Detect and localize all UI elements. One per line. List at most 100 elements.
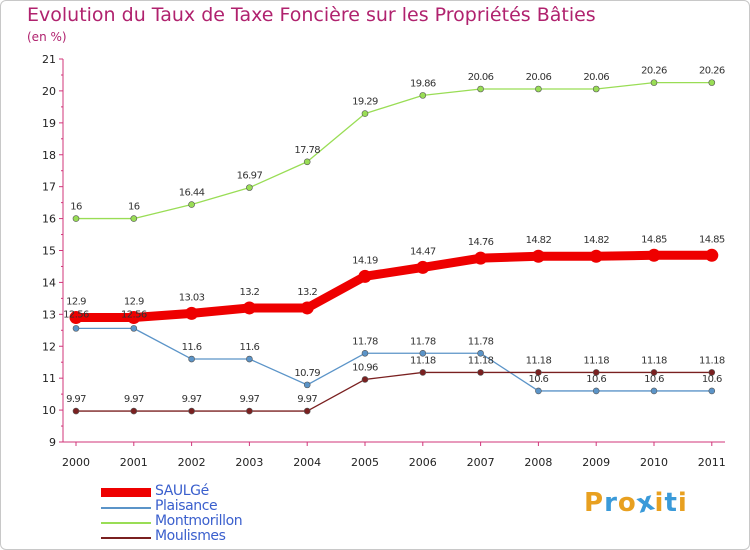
y-tick-label: 21 [42,53,56,66]
data-label-montmorillon: 20.06 [468,72,494,83]
data-label-saulgé: 13.2 [297,287,317,298]
data-label-moulismes: 11.18 [410,355,436,366]
x-tick-label: 2011 [698,456,726,469]
data-label-plaisance: 10.6 [586,374,606,385]
data-label-moulismes: 9.97 [239,394,259,405]
chart-subtitle: (en %) [27,30,67,44]
data-point-plaisance [72,325,80,332]
series-line-montmorillon [75,81,713,220]
legend-label-montmorillon: Montmorillon [155,513,243,529]
data-label-moulismes: 11.18 [583,355,609,366]
data-point-saulgé [647,248,661,262]
data-label-plaisance: 11.78 [410,336,436,347]
y-tick-label: 13 [42,308,56,321]
y-tick-label: 19 [42,117,56,130]
x-tick-label: 2002 [178,456,206,469]
data-label-montmorillon: 20.06 [583,72,609,83]
data-point-moulismes [188,407,195,415]
legend-swatch-saulge [101,488,151,497]
legend-swatch-montmorillon [101,522,151,524]
logo-letter: r [604,488,618,518]
y-tick-label: 15 [42,245,56,258]
data-label-plaisance: 11.6 [239,342,259,353]
data-label-montmorillon: 20.26 [641,66,667,77]
data-point-moulismes [477,369,484,376]
x-tick-label: 2004 [293,456,321,469]
data-point-saulgé [242,301,256,315]
data-point-moulismes [592,369,600,376]
data-label-montmorillon: 19.86 [410,78,436,89]
data-label-moulismes: 11.18 [468,355,494,366]
data-label-montmorillon: 20.06 [526,72,552,83]
data-point-montmorillon [303,158,311,166]
legend-label-moulismes: Moulismes [155,528,226,544]
data-label-montmorillon: 19.29 [352,97,378,108]
data-label-plaisance: 11.78 [352,336,378,347]
data-label-moulismes: 11.18 [699,355,725,366]
data-label-moulismes: 9.97 [66,394,86,405]
data-point-plaisance [188,355,195,363]
data-point-saulgé [531,249,545,263]
series-line-plaisance [75,327,713,392]
data-point-plaisance [361,349,369,357]
legend-swatch-plaisance [101,507,151,509]
data-point-moulismes [361,376,369,383]
data-label-plaisance: 12.56 [63,309,89,320]
y-tick-label: 20 [42,85,56,98]
y-tick-label: 16 [42,213,56,226]
data-point-plaisance [650,387,658,395]
data-point-plaisance [535,387,542,395]
data-point-plaisance [246,355,253,363]
y-tick-label: 10 [42,404,56,417]
data-point-moulismes [72,407,80,415]
data-point-plaisance [592,387,600,395]
data-point-moulismes [130,407,138,415]
data-label-montmorillon: 16 [128,202,140,213]
data-label-plaisance: 10.79 [294,368,320,379]
data-label-saulgé: 14.19 [352,255,378,266]
x-tick-label: 2009 [582,456,610,469]
series-line-moulismes [75,371,713,412]
data-point-moulismes [535,369,542,376]
logo-letter: t [664,488,678,518]
x-tick-label: 2007 [467,456,495,469]
data-label-plaisance: 10.6 [528,374,548,385]
data-label-plaisance: 10.6 [702,374,722,385]
data-label-plaisance: 10.6 [644,374,664,385]
data-label-saulgé: 13.03 [179,292,205,303]
data-label-plaisance: 11.78 [468,336,494,347]
data-point-saulgé [300,301,314,315]
data-point-montmorillon [650,79,658,86]
x-tick-label: 2008 [524,456,552,469]
legend-label-saulge: SAULGé [155,483,209,499]
chart-title: Evolution du Taux de Taxe Foncière sur l… [27,4,596,26]
data-label-saulgé: 13.2 [239,287,259,298]
data-point-montmorillon [361,110,369,117]
data-label-montmorillon: 17.78 [294,145,320,156]
legend-swatch-moulismes [101,537,151,539]
logo-letter: i [677,488,688,518]
data-point-montmorillon [188,201,195,208]
data-point-saulgé [474,251,488,265]
data-point-plaisance [419,349,427,357]
x-tick-label: 2003 [235,456,263,469]
logo-letter: o [617,488,637,518]
data-label-montmorillon: 16.44 [179,188,205,199]
data-point-montmorillon [246,184,253,191]
y-tick-label: 12 [42,340,56,353]
data-point-plaisance [708,387,716,395]
data-label-saulgé: 14.82 [583,235,609,246]
x-tick-label: 2001 [120,456,148,469]
data-label-saulgé: 14.82 [526,235,552,246]
data-label-montmorillon: 16 [70,202,82,213]
data-point-saulgé [69,311,83,325]
logo-letter: P [584,488,605,518]
data-point-moulismes [246,407,253,415]
x-tick-label: 2006 [409,456,437,469]
data-point-saulgé [416,260,430,274]
data-label-moulismes: 11.18 [641,355,667,366]
data-label-moulismes: 9.97 [124,394,144,405]
data-label-saulgé: 12.9 [124,297,144,308]
